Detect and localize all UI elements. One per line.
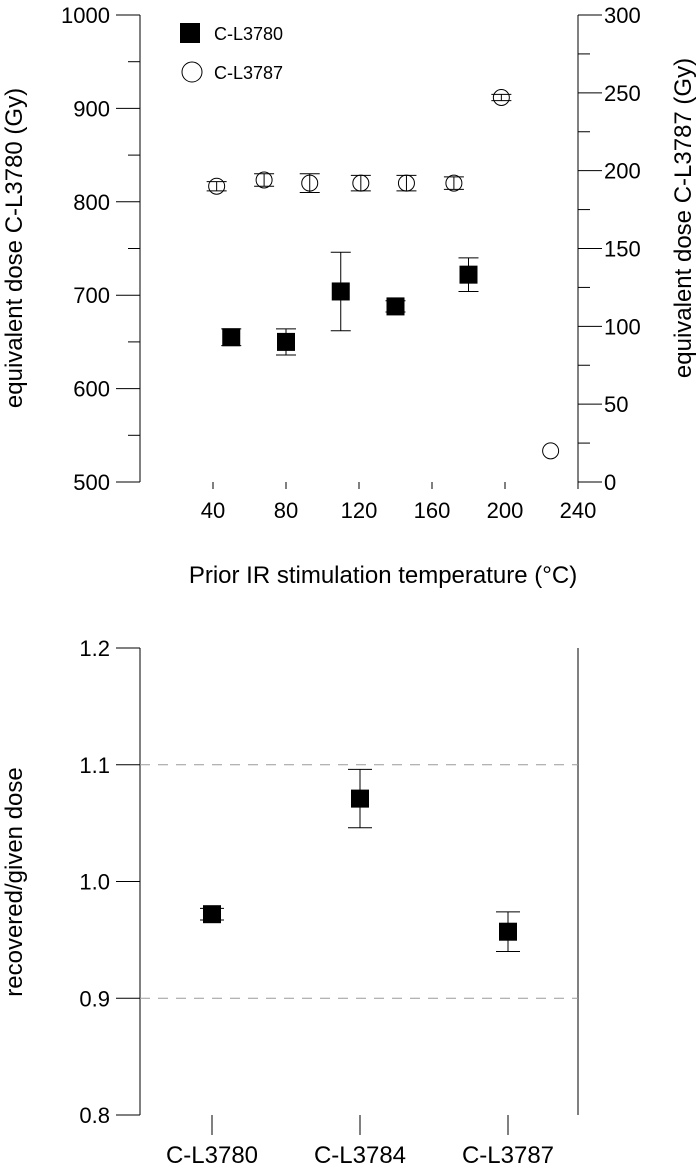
bottom-y-tick-label: 0.9 (79, 986, 110, 1011)
top-x-tick-label: 240 (560, 498, 597, 523)
top-y-axis-left-title: equivalent dose C-L3780 (Gy) (1, 88, 28, 408)
data-point-c-l3787 (492, 89, 510, 107)
data-point-c-l3787 (445, 174, 463, 192)
top-y-right-tick-label: 50 (604, 392, 628, 417)
top-x-tick-label: 120 (341, 498, 378, 523)
top-y-left-tick-label: 900 (73, 96, 110, 121)
bottom-reference-lines (140, 764, 578, 999)
data-point-c-l3787 (208, 177, 226, 195)
bottom-plot-frame (139, 648, 579, 1115)
data-point-c-l3780 (277, 332, 295, 351)
data-point-c-l3780 (459, 265, 478, 284)
legend-label-c-l3780: C-L3780 (214, 24, 283, 44)
data-point-c-l3780 (386, 297, 405, 316)
top-legend: C-L3780 C-L3787 (180, 23, 283, 83)
data-point-c-l3780 (222, 328, 241, 347)
data-point-c-l3787 (397, 174, 415, 192)
data-point-c-l3787 (542, 442, 560, 460)
top-x-tick-label: 80 (274, 498, 298, 523)
chart-top: 40 80 120 160 200 240 500 600 700 800 900 1000 0 50… (1, 3, 697, 589)
data-point-c-l3787 (301, 174, 319, 192)
data-point-c-l3784 (351, 789, 369, 808)
top-plot-frame (139, 15, 579, 482)
top-y-axis-right: 0 50 100 150 200 250 300 (578, 3, 641, 495)
top-series-marks (206, 89, 560, 460)
bottom-y-tick-label: 0.8 (79, 1103, 110, 1128)
data-point-c-l3780 (203, 905, 221, 924)
legend-marker-open-circle (181, 61, 203, 83)
top-y-axis-left: 500 600 700 800 900 1000 (61, 3, 140, 495)
bottom-x-tick-label: C-L3780 (166, 1142, 258, 1168)
top-y-axis-right-title: equivalent dose C-L3787 (Gy) (670, 58, 697, 378)
data-point-c-l3780 (331, 282, 350, 301)
bottom-y-axis: 0.8 0.9 1.0 1.1 1.2 (79, 636, 140, 1128)
legend-marker-filled-square (180, 23, 200, 43)
top-y-right-tick-label: 200 (604, 159, 641, 184)
top-y-left-tick-label: 800 (73, 190, 110, 215)
bottom-x-axis: C-L3780 C-L3784 C-L3787 (166, 1115, 554, 1168)
top-y-left-tick-label: 500 (73, 470, 110, 495)
top-y-right-tick-label: 250 (604, 81, 641, 106)
top-x-tick-label: 200 (487, 498, 524, 523)
bottom-y-tick-label: 1.2 (79, 636, 110, 661)
bottom-series-marks (200, 768, 520, 953)
top-x-axis: 40 80 120 160 200 240 (201, 482, 597, 523)
top-x-tick-label: 160 (414, 498, 451, 523)
top-y-right-tick-label: 0 (604, 470, 616, 495)
data-point-c-l3787 (499, 922, 517, 941)
bottom-x-tick-label: C-L3784 (314, 1142, 406, 1168)
legend-label-c-l3787: C-L3787 (214, 63, 283, 83)
chart-bottom: C-L3780 C-L3784 C-L3787 0.8 0.9 1.0 1.1 1.2 re… (1, 636, 579, 1168)
bottom-x-tick-label: C-L3787 (462, 1142, 554, 1168)
top-y-left-tick-label: 1000 (61, 3, 110, 28)
bottom-y-tick-label: 1.0 (79, 870, 110, 895)
top-y-left-tick-label: 600 (73, 377, 110, 402)
top-x-tick-label: 40 (201, 498, 225, 523)
bottom-y-axis-title: recovered/given dose (1, 767, 28, 996)
top-y-right-tick-label: 150 (604, 237, 641, 262)
data-point-c-l3787 (255, 171, 273, 189)
bottom-y-tick-label: 1.1 (79, 753, 110, 778)
top-y-left-tick-label: 700 (73, 283, 110, 308)
data-point-c-l3787 (352, 174, 370, 192)
top-y-right-tick-label: 100 (604, 314, 641, 339)
top-x-axis-title: Prior IR stimulation temperature (°C) (189, 562, 577, 589)
top-y-right-tick-label: 300 (604, 3, 641, 28)
